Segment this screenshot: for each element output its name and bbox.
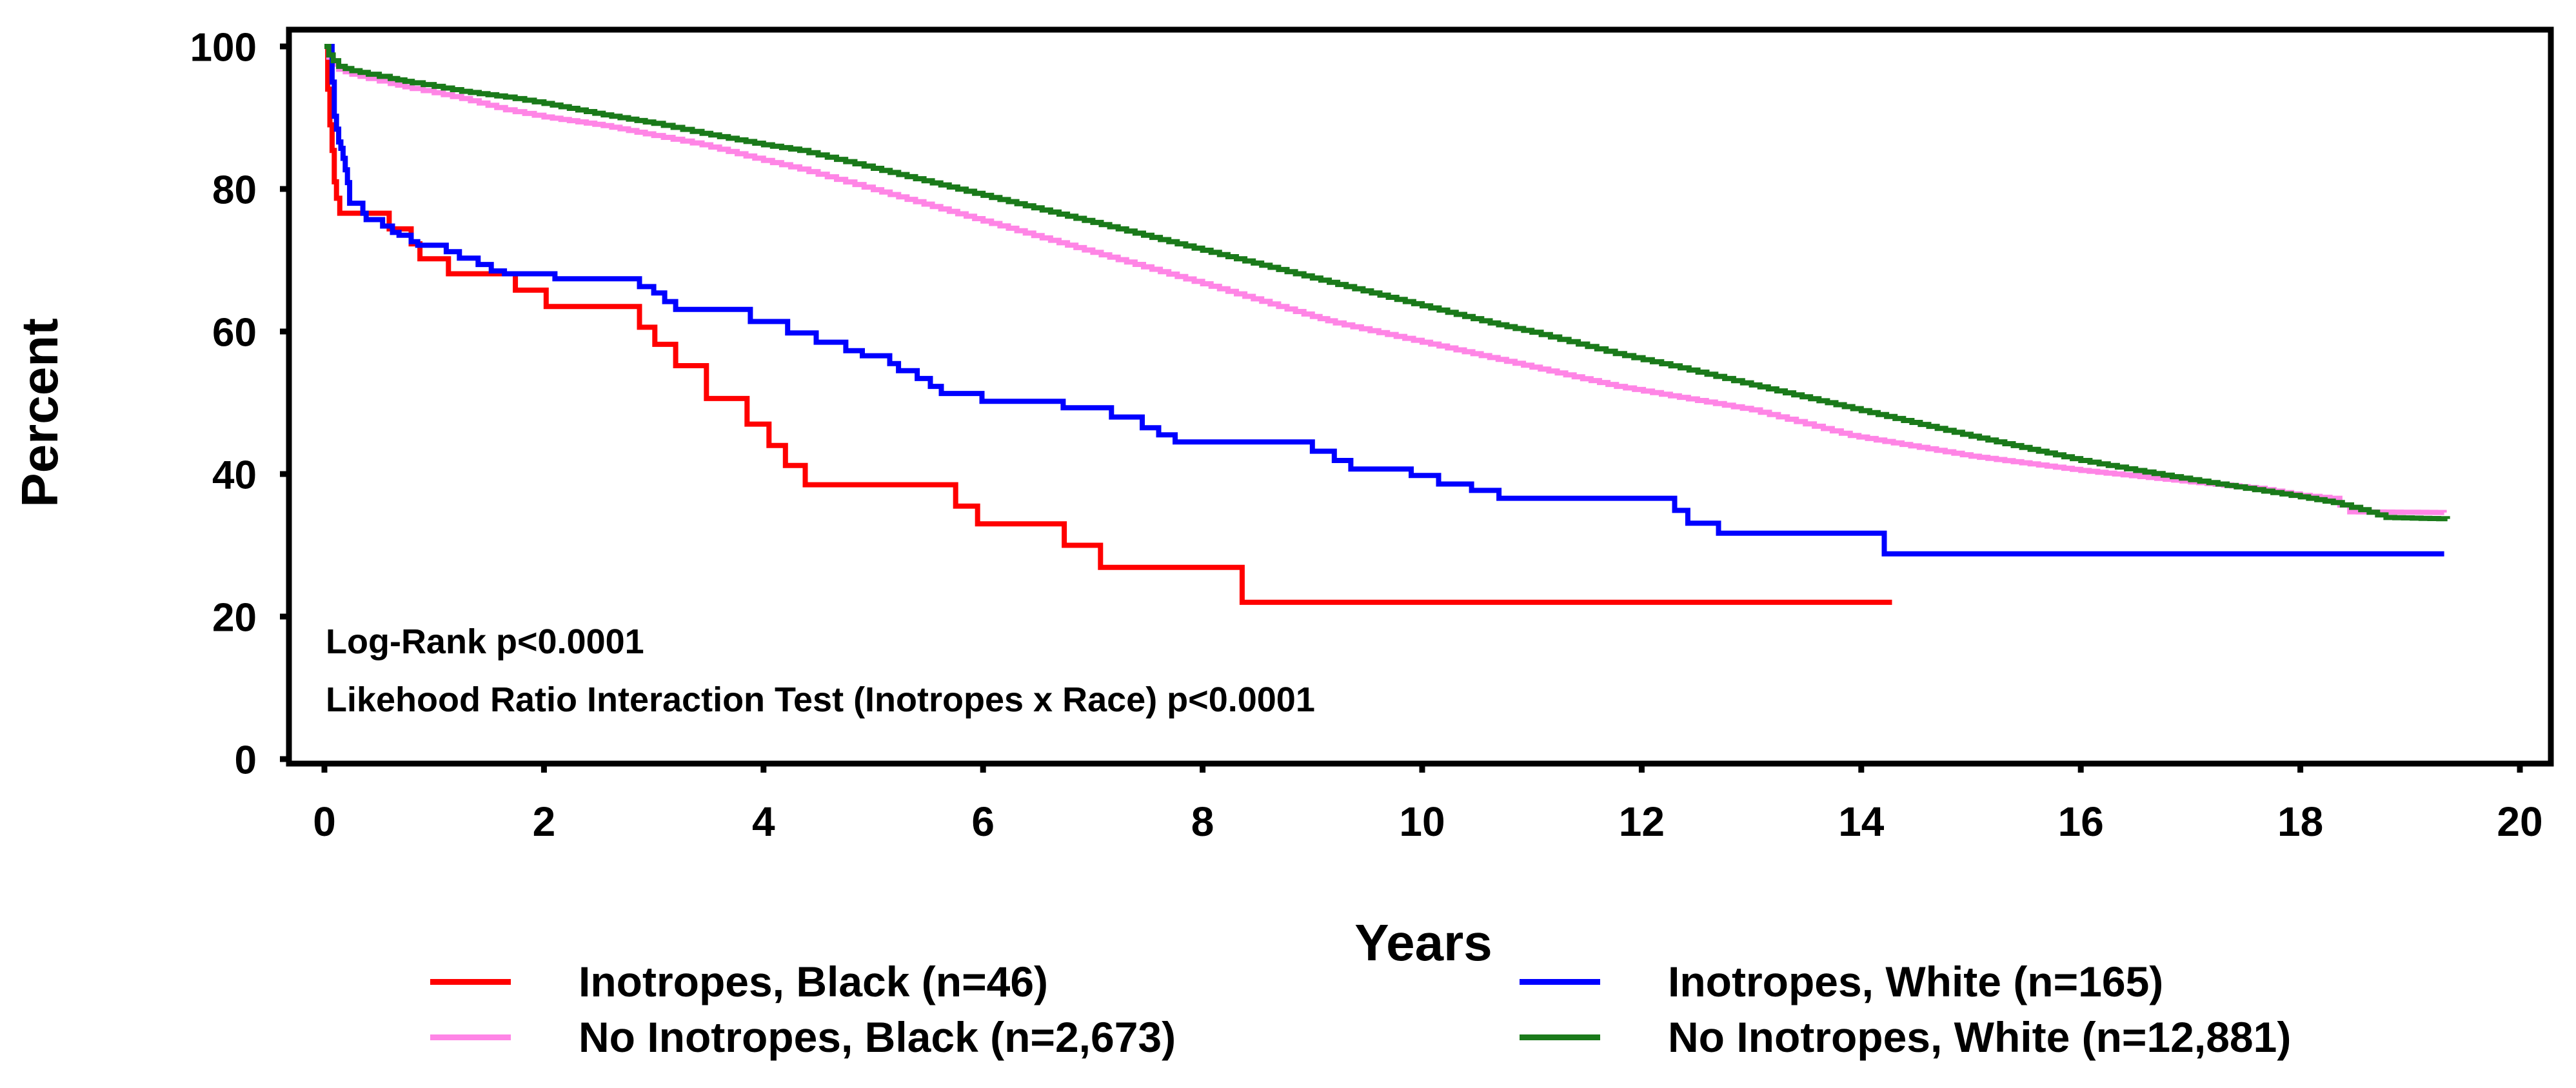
x-tick-label: 4 [752, 798, 775, 845]
x-tick-label: 18 [2277, 798, 2323, 845]
x-tick-label: 10 [1399, 798, 1445, 845]
legend-swatch-green [1520, 1034, 1600, 1040]
legend-label: No Inotropes, White (n=12,881) [1668, 1013, 2292, 1061]
legend-swatch-pink [430, 1034, 511, 1040]
curve-inotropes-black [324, 44, 1892, 605]
y-tick-label: 40 [212, 453, 257, 497]
x-tick-label: 6 [971, 798, 995, 845]
x-tick-label: 14 [1838, 798, 1885, 845]
x-axis-title: Years [1354, 914, 1492, 971]
y-tick-label: 100 [190, 25, 257, 70]
x-tick-label: 16 [2058, 798, 2104, 845]
y-axis-title: Percent [11, 318, 68, 508]
legend-item-inotropes-white: Inotropes, White (n=165) [1520, 958, 2164, 1005]
legend-label: No Inotropes, Black (n=2,673) [579, 1013, 1176, 1061]
y-tick-label: 80 [212, 168, 257, 212]
logrank-annotation: Log-Rank p<0.0001 [326, 622, 644, 661]
legend-label: Inotropes, White (n=165) [1668, 958, 2164, 1005]
legend-item-no-inotropes-white: No Inotropes, White (n=12,881) [1520, 1013, 2291, 1061]
legend-swatch-blue [1520, 978, 1600, 985]
curve-inotropes-white [324, 44, 2444, 557]
curve-no-inotropes-black [324, 44, 2447, 515]
y-tick-label: 20 [212, 595, 257, 640]
x-tick-label: 0 [313, 798, 336, 845]
y-tick-label: 60 [212, 310, 257, 355]
y-tick-label: 0 [235, 738, 257, 782]
x-tick-label: 2 [533, 798, 556, 845]
interaction-test-annotation: Likehood Ratio Interaction Test (Inotrop… [326, 680, 1315, 719]
x-tick-label: 8 [1191, 798, 1214, 845]
x-tick-label: 20 [2497, 798, 2542, 845]
legend-item-inotropes-black: Inotropes, Black (n=46) [430, 958, 1049, 1005]
legend-label: Inotropes, Black (n=46) [579, 958, 1049, 1005]
legend-swatch-red [430, 978, 511, 985]
x-tick-label: 12 [1619, 798, 1665, 845]
legend-item-no-inotropes-black: No Inotropes, Black (n=2,673) [430, 1013, 1176, 1061]
curve-no-inotropes-white [324, 44, 2450, 522]
